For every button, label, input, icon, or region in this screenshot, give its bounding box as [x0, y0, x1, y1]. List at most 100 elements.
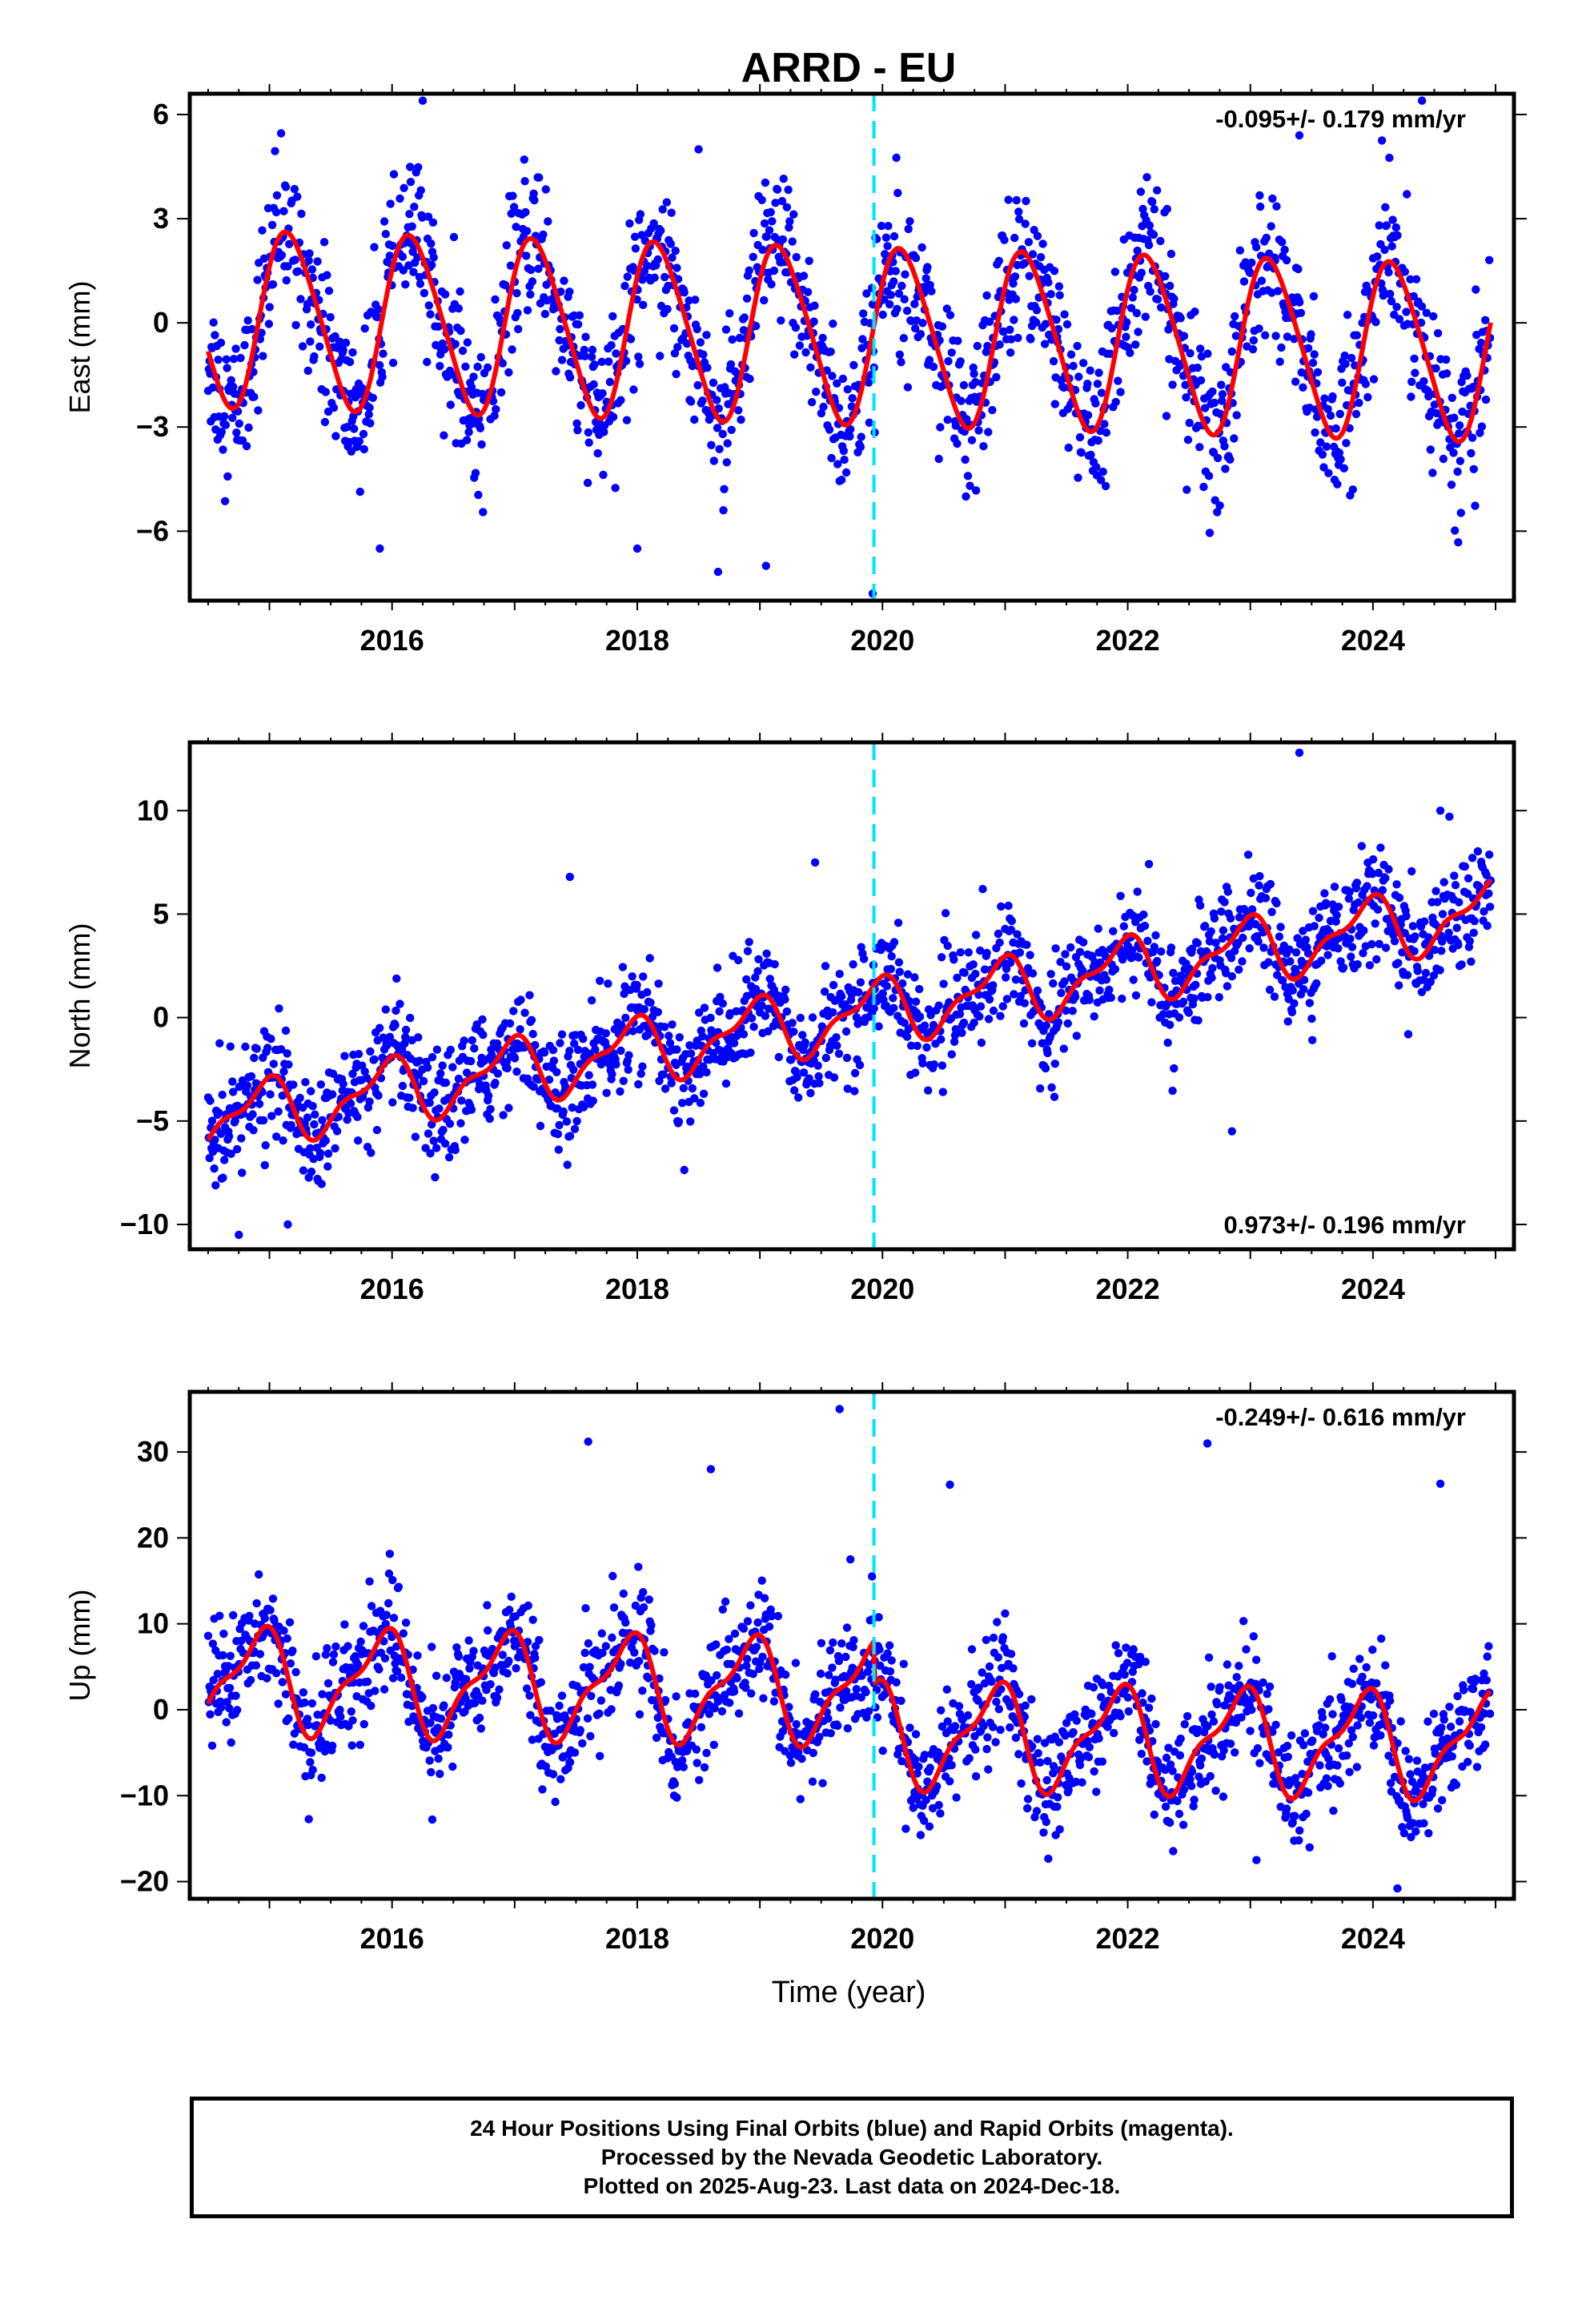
data-point: [506, 261, 516, 270]
data-point: [556, 1775, 565, 1783]
data-point: [964, 948, 974, 957]
data-point: [1347, 353, 1356, 363]
data-point: [971, 969, 980, 979]
data-point: [728, 335, 737, 344]
data-point: [596, 1696, 606, 1705]
data-point: [897, 358, 905, 367]
data-point: [984, 428, 993, 436]
data-point: [299, 1688, 308, 1697]
data-point: [339, 1080, 347, 1088]
data-point: [1006, 925, 1016, 935]
data-point: [1038, 239, 1047, 248]
data-point: [686, 397, 696, 406]
data-point: [671, 247, 680, 255]
data-point: [673, 343, 682, 352]
data-point: [1311, 428, 1319, 437]
data-point: [360, 324, 369, 333]
data-point: [966, 481, 974, 490]
data-point: [293, 192, 302, 201]
data-point: [365, 1097, 374, 1106]
data-point: [1056, 958, 1065, 967]
data-point: [597, 357, 606, 366]
data-point: [1145, 221, 1154, 230]
data-point: [720, 485, 729, 493]
data-point: [1291, 377, 1300, 386]
data-point: [418, 96, 428, 105]
data-point: [514, 324, 523, 334]
data-point: [622, 416, 632, 424]
data-point: [1265, 1682, 1275, 1691]
data-point: [423, 1063, 432, 1072]
data-point: [734, 406, 743, 415]
data-point: [994, 929, 1003, 939]
data-point: [1196, 344, 1205, 353]
data-point: [943, 416, 952, 424]
data-point: [745, 266, 753, 275]
data-point: [794, 1093, 803, 1102]
data-point: [572, 419, 581, 428]
data-point: [272, 191, 282, 200]
data-point: [722, 1645, 731, 1655]
data-point: [268, 279, 278, 289]
data-point: [587, 352, 596, 361]
data-point: [1069, 361, 1078, 371]
data-point: [1013, 930, 1022, 939]
data-point: [299, 1166, 308, 1175]
data-point: [934, 1001, 943, 1010]
data-point: [895, 350, 905, 359]
data-point: [343, 1116, 351, 1124]
data-point: [1093, 380, 1102, 388]
data-point: [536, 299, 545, 308]
data-point: [889, 994, 897, 1003]
data-point: [570, 1039, 579, 1048]
data-point: [951, 1025, 961, 1034]
data-point: [340, 1051, 349, 1060]
data-point: [1223, 1660, 1232, 1669]
data-point: [1433, 328, 1443, 338]
data-point: [1434, 418, 1443, 427]
data-point: [993, 1618, 1002, 1626]
data-point: [1422, 308, 1431, 317]
data-point: [821, 1053, 831, 1063]
data-point: [215, 1039, 224, 1048]
data-point: [440, 1701, 448, 1710]
data-point: [1220, 898, 1229, 907]
data-point: [1144, 240, 1154, 250]
data-point: [1227, 954, 1236, 963]
data-point: [1315, 913, 1323, 923]
data-point: [223, 364, 231, 372]
data-point: [279, 1136, 287, 1145]
data-point: [665, 1031, 673, 1040]
data-point: [348, 348, 357, 357]
data-point: [1286, 957, 1295, 966]
data-point: [1132, 308, 1142, 318]
data-point: [1032, 318, 1041, 327]
data-point: [1384, 267, 1393, 277]
data-point: [719, 506, 728, 515]
data-point: [531, 1654, 540, 1663]
data-point: [1477, 422, 1487, 431]
data-point: [520, 155, 528, 164]
data-point: [1105, 985, 1114, 995]
data-point: [428, 218, 438, 227]
data-point: [742, 1661, 751, 1671]
data-point: [1179, 332, 1189, 340]
data-point: [1182, 1711, 1192, 1721]
data-point: [207, 1741, 217, 1750]
data-point: [782, 1007, 792, 1016]
data-point: [639, 972, 648, 981]
data-point: [625, 219, 634, 228]
data-point: [1438, 910, 1447, 919]
data-point: [396, 999, 404, 1008]
data-point: [778, 235, 787, 244]
data-point: [1066, 943, 1075, 952]
x-tick-label: 2022: [1096, 624, 1160, 657]
data-point: [1373, 905, 1383, 915]
data-point: [491, 1079, 500, 1088]
data-point: [1060, 977, 1069, 986]
data-point: [1261, 331, 1270, 340]
x-tick-label: 2016: [360, 624, 424, 657]
data-point: [1291, 948, 1301, 957]
data-point: [977, 1038, 986, 1047]
data-point: [258, 226, 267, 235]
